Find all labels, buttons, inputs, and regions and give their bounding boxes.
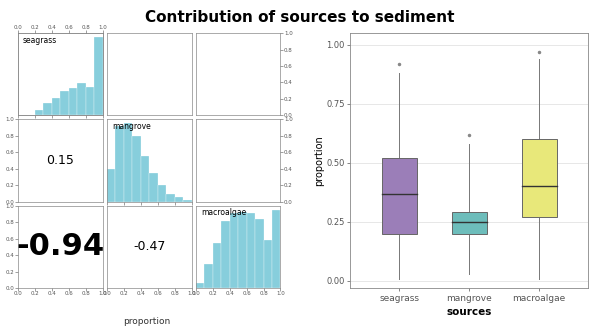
Bar	[238, 212, 247, 288]
Bar	[382, 158, 417, 234]
Bar	[158, 185, 166, 202]
Bar	[107, 168, 115, 202]
Bar	[69, 88, 77, 115]
Text: -0.94: -0.94	[16, 232, 104, 261]
Bar	[247, 213, 255, 288]
Text: -0.47: -0.47	[133, 240, 166, 253]
Bar	[204, 264, 213, 288]
Bar	[133, 136, 141, 202]
Bar	[263, 240, 272, 288]
Bar	[175, 197, 183, 202]
Bar	[86, 87, 94, 115]
Text: macroalgae: macroalgae	[201, 208, 246, 217]
Bar	[166, 194, 175, 202]
Text: Contribution of sources to sediment: Contribution of sources to sediment	[145, 10, 455, 25]
Bar	[452, 213, 487, 234]
X-axis label: sources: sources	[446, 307, 492, 317]
Y-axis label: proportion: proportion	[314, 135, 323, 186]
Bar	[521, 139, 557, 217]
Bar	[35, 110, 43, 115]
Text: proportion: proportion	[124, 317, 170, 326]
Bar	[61, 91, 69, 115]
Bar	[196, 283, 204, 288]
Bar	[221, 221, 230, 288]
Bar	[183, 200, 191, 202]
Bar	[272, 210, 280, 288]
Text: mangrove: mangrove	[112, 122, 151, 131]
Bar	[255, 219, 263, 288]
Bar	[77, 83, 86, 115]
Bar	[230, 213, 238, 288]
Bar	[141, 156, 149, 202]
Text: 0.15: 0.15	[46, 154, 74, 167]
Bar	[124, 123, 133, 202]
Bar	[52, 98, 61, 115]
Bar	[94, 37, 103, 115]
Bar	[43, 103, 52, 115]
Bar	[149, 173, 158, 202]
Text: seagrass: seagrass	[23, 35, 58, 45]
Bar	[115, 126, 124, 202]
Bar	[213, 243, 221, 288]
